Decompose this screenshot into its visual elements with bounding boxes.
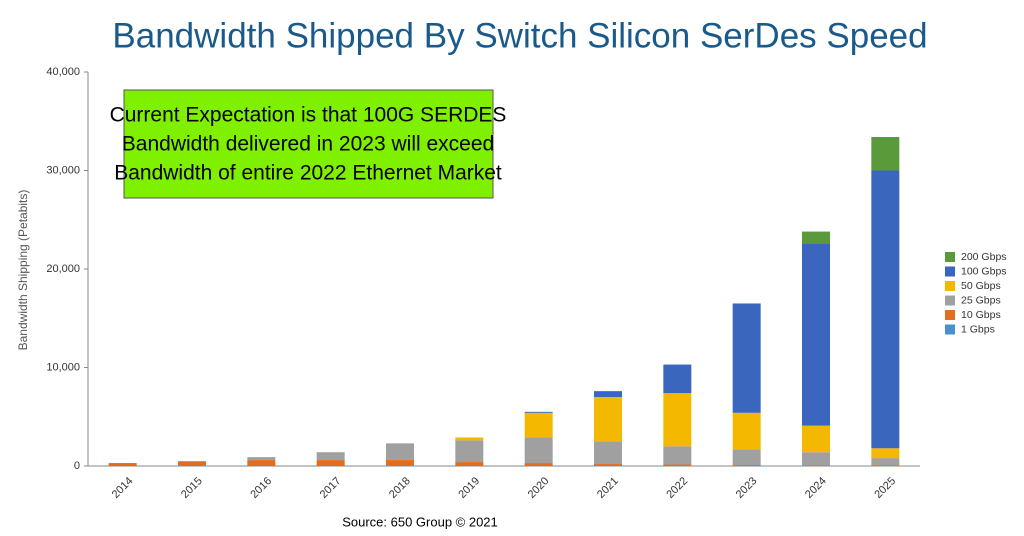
x-tick-label: 2025 — [872, 475, 898, 501]
bar-segment — [316, 460, 345, 466]
bar-segment — [802, 231, 830, 244]
legend-swatch — [945, 324, 955, 335]
legend-label: 100 Gbps — [961, 265, 1007, 277]
bar-segment — [732, 449, 761, 466]
y-axis-label: Bandwidth Shipping (Petabits) — [16, 190, 30, 351]
bar-segment — [732, 465, 761, 466]
bar-segment — [524, 463, 553, 466]
x-tick-label: 2018 — [387, 475, 413, 501]
bar-segment — [455, 462, 484, 466]
x-tick-label: 2014 — [110, 475, 136, 501]
bar-segment — [871, 137, 900, 171]
legend-swatch — [945, 281, 955, 291]
y-tick-label: 0 — [74, 460, 80, 472]
y-tick-label: 30,000 — [46, 164, 80, 176]
bar-segment — [524, 411, 553, 413]
bar-segment — [732, 303, 761, 413]
x-tick-label: 2021 — [595, 475, 621, 501]
source: Source: 650 Group © 2021 — [342, 514, 498, 529]
bar-segment — [871, 170, 900, 449]
bar-segment — [594, 464, 622, 466]
bar-segment — [386, 443, 414, 461]
x-tick-label: 2015 — [179, 475, 205, 501]
x-tick-label: 2024 — [803, 475, 829, 501]
legend-swatch — [945, 266, 955, 277]
x-tick-label: 2020 — [526, 475, 552, 501]
legend-label: 200 Gbps — [961, 251, 1007, 263]
annotation: Bandwidth of entire 2022 Ethernet Market — [114, 162, 502, 185]
bar-segment — [663, 446, 692, 465]
bar-segment — [386, 460, 414, 466]
x-tick-label: 2019 — [456, 475, 482, 501]
bar-segment — [524, 412, 553, 438]
y-tick-label: 40,000 — [46, 66, 80, 78]
chart-title: Bandwidth Shipped By Switch Silicon SerD… — [112, 16, 927, 55]
bar-segment — [178, 461, 206, 466]
bar-segment — [871, 458, 900, 466]
annotation-box — [123, 89, 494, 199]
bar-segment — [247, 460, 276, 466]
bar-segment — [594, 397, 622, 442]
legend-swatch — [945, 310, 955, 320]
bar-segment — [594, 441, 622, 465]
bar-segment — [802, 425, 830, 453]
bar-segment — [871, 448, 900, 459]
x-tick-label: 2023 — [734, 475, 760, 501]
bar-segment — [802, 452, 830, 466]
legend-label: 50 Gbps — [961, 280, 1001, 292]
legend-swatch — [945, 295, 955, 306]
bar-segment — [455, 440, 484, 463]
legend-label: 10 Gbps — [961, 309, 1001, 321]
legend-swatch — [945, 252, 955, 262]
annotation: Bandwidth delivered in 2023 will exceed — [122, 133, 494, 156]
legend-label: 1 Gbps — [961, 323, 995, 335]
bar-segment — [663, 364, 692, 394]
x-tick-label: 2022 — [664, 475, 690, 501]
x-tick-label: 2016 — [248, 475, 274, 501]
bar-segment — [594, 391, 622, 398]
bar-segment — [247, 457, 276, 461]
x-tick-label: 2017 — [318, 475, 344, 501]
y-tick-label: 20,000 — [46, 263, 80, 275]
bar-segment — [663, 393, 692, 447]
bar-segment — [455, 437, 484, 441]
bar-segment — [732, 412, 761, 450]
bar-segment — [663, 464, 692, 466]
bar-segment — [108, 463, 137, 466]
bar-segment — [524, 437, 553, 464]
bar-segment — [316, 452, 345, 461]
legend-label: 25 Gbps — [961, 294, 1001, 306]
y-tick-label: 10,000 — [46, 361, 80, 373]
bar-segment — [802, 243, 830, 426]
annotation: Current Expectation is that 100G SERDES — [110, 104, 507, 127]
